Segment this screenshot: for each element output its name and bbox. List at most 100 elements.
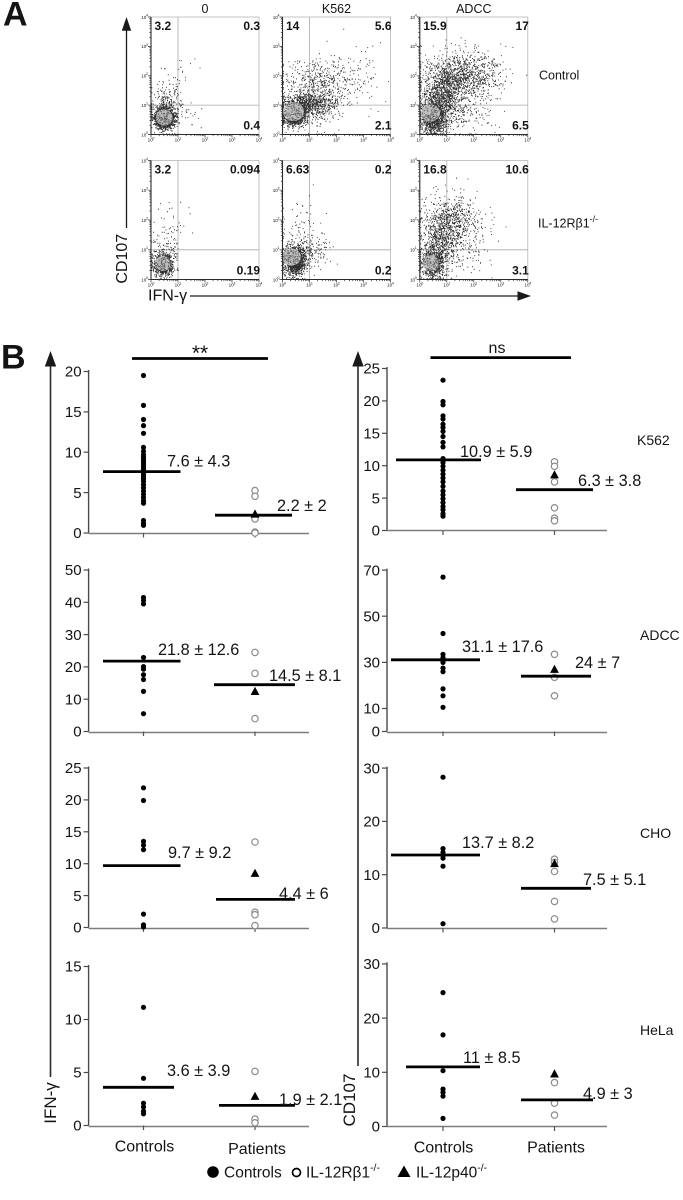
- svg-text:0: 0: [372, 523, 380, 540]
- svg-text:10: 10: [363, 458, 380, 475]
- svg-text:0: 0: [73, 1118, 81, 1135]
- svg-text:3: 3: [502, 136, 504, 140]
- svg-text:24 ± 7: 24 ± 7: [575, 654, 620, 672]
- svg-text:25: 25: [65, 760, 82, 777]
- svg-text:2: 2: [146, 72, 148, 76]
- svg-text:10.9 ± 5.9: 10.9 ± 5.9: [460, 443, 532, 461]
- svg-text:2: 2: [475, 281, 477, 285]
- svg-text:20: 20: [65, 364, 82, 381]
- svg-text:10: 10: [416, 283, 422, 288]
- svg-text:1: 1: [179, 136, 181, 140]
- svg-text:10: 10: [256, 283, 262, 288]
- svg-text:30: 30: [363, 655, 380, 672]
- svg-text:15.9: 15.9: [423, 19, 447, 33]
- svg-text:3: 3: [146, 187, 148, 191]
- svg-text:10: 10: [141, 188, 147, 193]
- svg-text:4: 4: [278, 13, 280, 17]
- svg-text:10: 10: [410, 277, 416, 282]
- svg-text:10: 10: [141, 44, 147, 49]
- svg-text:3: 3: [278, 187, 280, 191]
- svg-text:4: 4: [260, 281, 262, 285]
- svg-text:10: 10: [497, 283, 503, 288]
- svg-text:0: 0: [152, 281, 154, 285]
- svg-text:5: 5: [73, 485, 81, 502]
- svg-text:21.8 ± 12.6: 21.8 ± 12.6: [158, 641, 239, 659]
- svg-text:ADCC: ADCC: [640, 627, 680, 643]
- svg-text:5.6: 5.6: [375, 19, 392, 33]
- svg-text:10: 10: [497, 138, 503, 143]
- svg-text:15: 15: [65, 959, 82, 976]
- svg-text:10: 10: [273, 74, 279, 79]
- svg-text:CD107: CD107: [340, 1074, 359, 1127]
- svg-text:0: 0: [372, 920, 380, 937]
- svg-text:0: 0: [372, 724, 380, 741]
- svg-text:10: 10: [360, 283, 366, 288]
- svg-text:B: B: [1, 339, 26, 377]
- svg-text:1: 1: [311, 281, 313, 285]
- svg-text:4: 4: [146, 157, 148, 161]
- svg-text:10: 10: [387, 138, 393, 143]
- svg-text:**: **: [192, 342, 208, 365]
- svg-text:0: 0: [73, 525, 81, 542]
- svg-text:0.4: 0.4: [243, 119, 260, 133]
- svg-text:10: 10: [443, 283, 449, 288]
- svg-text:A: A: [3, 0, 28, 34]
- svg-text:10: 10: [175, 283, 181, 288]
- svg-text:50: 50: [65, 562, 82, 579]
- svg-text:10: 10: [229, 283, 235, 288]
- svg-text:3.1: 3.1: [512, 264, 529, 278]
- svg-text:ADCC: ADCC: [456, 2, 491, 16]
- svg-text:0: 0: [278, 276, 280, 280]
- svg-text:0: 0: [421, 281, 423, 285]
- svg-text:3: 3: [365, 136, 367, 140]
- svg-text:CHO: CHO: [640, 825, 671, 841]
- svg-text:Control: Control: [539, 69, 579, 83]
- svg-text:4: 4: [529, 281, 531, 285]
- svg-text:1: 1: [415, 102, 417, 106]
- svg-text:1: 1: [448, 281, 450, 285]
- svg-text:14.5 ± 8.1: 14.5 ± 8.1: [269, 667, 341, 685]
- svg-text:4.4 ± 6: 4.4 ± 6: [279, 885, 329, 903]
- svg-text:10: 10: [524, 138, 530, 143]
- svg-text:CD107: CD107: [114, 234, 131, 284]
- svg-text:3: 3: [233, 136, 235, 140]
- svg-text:13.7 ± 8.2: 13.7 ± 8.2: [462, 834, 534, 852]
- svg-text:2: 2: [278, 216, 280, 220]
- svg-text:4: 4: [278, 157, 280, 161]
- svg-text:10: 10: [410, 158, 416, 163]
- svg-text:10: 10: [443, 138, 449, 143]
- svg-text:10: 10: [273, 218, 279, 223]
- svg-text:10: 10: [141, 132, 147, 137]
- svg-text:IL-12Rβ1-/-: IL-12Rβ1-/-: [306, 1162, 380, 1182]
- svg-text:3: 3: [415, 187, 417, 191]
- svg-text:20: 20: [363, 393, 380, 410]
- svg-text:10: 10: [273, 15, 279, 20]
- svg-text:70: 70: [363, 562, 380, 579]
- svg-text:20: 20: [65, 659, 82, 676]
- svg-text:4: 4: [260, 136, 262, 140]
- svg-text:2: 2: [206, 281, 208, 285]
- svg-text:6.5: 6.5: [512, 119, 529, 133]
- svg-text:6.3 ± 3.8: 6.3 ± 3.8: [578, 472, 641, 490]
- svg-text:10: 10: [65, 1012, 82, 1029]
- svg-text:7.5 ± 5.1: 7.5 ± 5.1: [583, 871, 646, 889]
- svg-text:30: 30: [65, 627, 82, 644]
- svg-text:0.19: 0.19: [237, 264, 261, 278]
- svg-text:4: 4: [415, 13, 417, 17]
- svg-text:15: 15: [65, 824, 82, 841]
- svg-text:0: 0: [73, 920, 81, 937]
- svg-text:10: 10: [175, 138, 181, 143]
- svg-text:1: 1: [179, 281, 181, 285]
- svg-text:3.6 ± 3.9: 3.6 ± 3.9: [167, 1062, 230, 1080]
- svg-text:0: 0: [73, 724, 81, 741]
- svg-text:2: 2: [415, 72, 417, 76]
- svg-text:10: 10: [279, 138, 285, 143]
- svg-text:10: 10: [141, 103, 147, 108]
- svg-text:10: 10: [141, 15, 147, 20]
- svg-text:10: 10: [416, 138, 422, 143]
- svg-text:30: 30: [363, 760, 380, 777]
- svg-text:IFN-γ: IFN-γ: [41, 1082, 60, 1124]
- svg-text:0: 0: [146, 276, 148, 280]
- svg-text:0.3: 0.3: [243, 19, 260, 33]
- svg-text:Patients: Patients: [527, 1140, 585, 1157]
